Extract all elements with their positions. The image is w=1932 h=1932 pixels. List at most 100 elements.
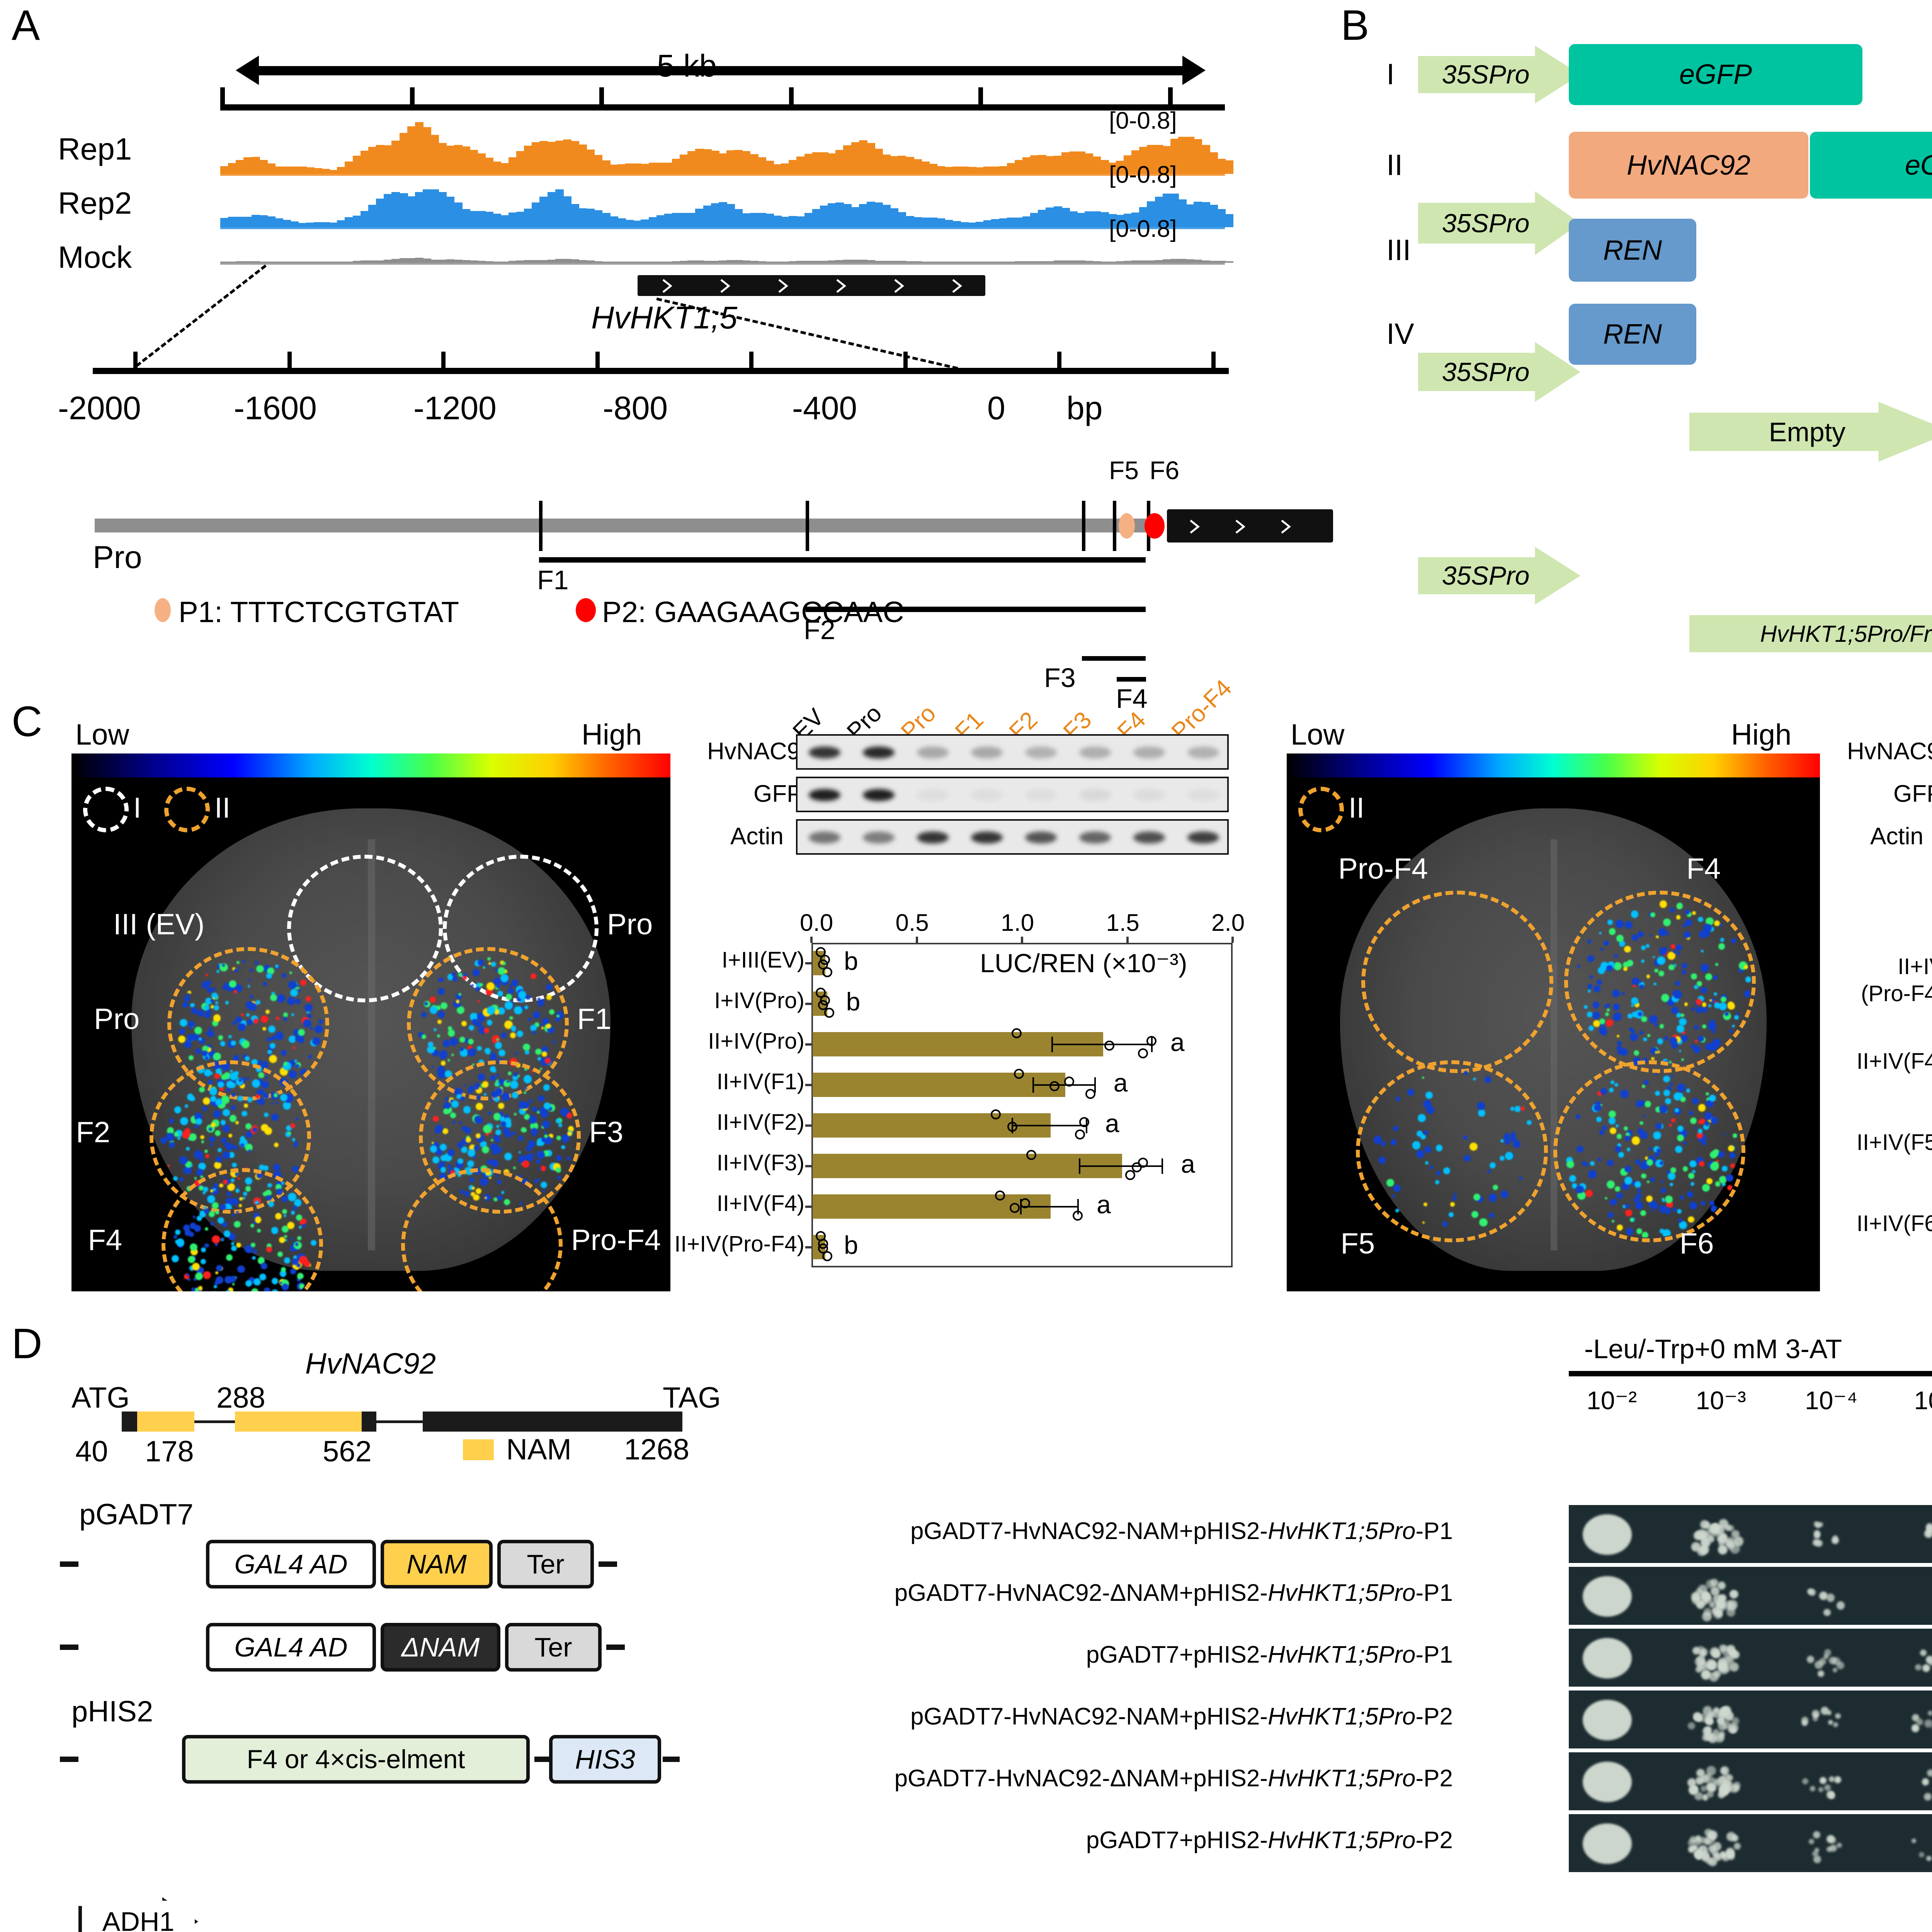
c-right-pixel <box>1590 1161 1595 1166</box>
track-bar <box>329 223 338 227</box>
c-right-pixel <box>1718 1151 1725 1158</box>
track-bar <box>1225 160 1233 174</box>
c-left-pixel <box>166 1133 174 1141</box>
c-left-pixel <box>484 1093 486 1095</box>
c-left-pixel <box>558 1123 562 1127</box>
track-name-mock: Mock <box>58 241 132 274</box>
track-bar <box>859 140 867 174</box>
bottom-ruler-tick <box>1057 352 1061 369</box>
c-left-pixel <box>477 1046 482 1051</box>
track-bar <box>664 262 673 263</box>
c-right-pixel <box>1582 1161 1587 1166</box>
c-left-pixel <box>534 1153 536 1155</box>
c-right-pixel <box>1729 1152 1736 1159</box>
c-right-pixel <box>1698 1104 1706 1112</box>
c-right-pixel <box>1576 1114 1580 1119</box>
c-left-pixel <box>498 1049 505 1056</box>
c-right-pixel <box>1643 1037 1647 1042</box>
track-bar <box>937 218 945 227</box>
c-right-pixel <box>1627 1148 1631 1151</box>
c-right-pixel <box>1627 960 1633 966</box>
track-bar <box>524 260 532 263</box>
c-left-errorcap-hi-5 <box>1162 1158 1163 1174</box>
d-colony <box>1927 1769 1932 1777</box>
d-gene-intron-2 <box>376 1420 423 1423</box>
bottom-ruler-tick <box>595 352 600 369</box>
c-left-pixel <box>289 971 292 974</box>
track-bar <box>361 260 369 263</box>
track-bar <box>719 202 727 227</box>
c-left-pixel <box>196 1118 202 1125</box>
track-bar <box>220 166 229 174</box>
c-left-pixel <box>541 999 544 1002</box>
axis-tick-0: -2000 <box>58 391 141 425</box>
c-left-pixel <box>209 1085 212 1087</box>
c-right-pixel <box>1641 1173 1646 1179</box>
c-right-pixel <box>1692 911 1696 915</box>
c-left-pixel <box>242 1111 247 1117</box>
bottom-ruler-tick <box>749 352 753 369</box>
c-left-datapoint-3-2 <box>1064 1077 1074 1087</box>
track-bar <box>1202 145 1210 174</box>
panel-a-label: A <box>12 3 40 48</box>
c-right-pixel <box>1632 1136 1640 1145</box>
c-left-pixel <box>241 1013 244 1016</box>
d-vector-ciselement: F4 or 4×cis-elment <box>182 1735 530 1784</box>
promoter-label: Pro <box>93 541 142 574</box>
c-right-pixel <box>1678 1218 1682 1223</box>
c-left-pixel <box>196 1169 203 1176</box>
c-left-pixel <box>220 1041 226 1046</box>
c-right-pixel <box>1677 1025 1685 1033</box>
c-right-pixel <box>1449 1212 1454 1217</box>
c-right-pixel <box>1641 946 1646 950</box>
c-left-band <box>1079 747 1111 759</box>
c-left-pixel <box>238 1177 240 1180</box>
c-left-pixel <box>281 1050 287 1056</box>
c-left-pixel <box>512 1092 518 1099</box>
c-right-pixel <box>1714 1002 1720 1009</box>
c-left-pixel <box>207 980 211 985</box>
c-right-pixel <box>1569 1175 1576 1182</box>
track-bar <box>1108 262 1117 263</box>
construct-part-eGFP: eGFP <box>1810 132 1932 199</box>
c-right-pixel <box>1617 1035 1619 1037</box>
track-bar <box>400 258 408 263</box>
c-right-pixel <box>1660 1024 1664 1028</box>
c-left-pixel <box>192 1287 194 1290</box>
c-right-pixel <box>1676 915 1680 919</box>
track-bar <box>438 192 447 227</box>
c-left-pixel <box>556 1136 561 1140</box>
c-left-pixel <box>290 1123 295 1128</box>
track-bar <box>617 262 626 263</box>
c-left-pixel <box>567 1156 571 1161</box>
track-bar <box>929 218 937 227</box>
c-left-band <box>809 832 840 844</box>
c-right-pixel <box>1616 935 1624 942</box>
c-right-colorbar-low: Low <box>1291 719 1344 750</box>
c-right-pixel <box>1728 1003 1735 1010</box>
c-left-sigletter-3: a <box>1114 1070 1128 1096</box>
track-bar <box>742 151 750 174</box>
track-bar <box>765 161 774 174</box>
c-right-pixel <box>1682 963 1687 969</box>
c-right-pixel <box>1732 1025 1735 1028</box>
c-left-band <box>863 789 894 801</box>
c-left-pixel <box>514 1072 518 1077</box>
c-right-pixel <box>1638 931 1644 937</box>
c-left-pixel <box>264 1287 270 1291</box>
track-bar <box>1170 259 1179 263</box>
c-left-pixel <box>168 1165 170 1167</box>
track-bar <box>874 261 883 263</box>
d-vector-name-pgadt7: pGADT7 <box>79 1499 194 1530</box>
track-bar <box>1015 160 1023 174</box>
c-left-xtick-3: 1.5 <box>1106 910 1139 935</box>
c-left-pixel <box>257 1229 261 1233</box>
c-right-pixel <box>1487 1170 1491 1173</box>
c-left-pixel <box>266 1247 272 1252</box>
c-left-pixel <box>532 1133 536 1137</box>
promoter-arrow-35s: 35SPro <box>1418 46 1580 104</box>
track-bar <box>1217 261 1226 263</box>
c-right-pixel <box>1426 1106 1434 1114</box>
c-left-pixel <box>224 983 229 987</box>
c-left-pixel <box>214 1183 219 1188</box>
